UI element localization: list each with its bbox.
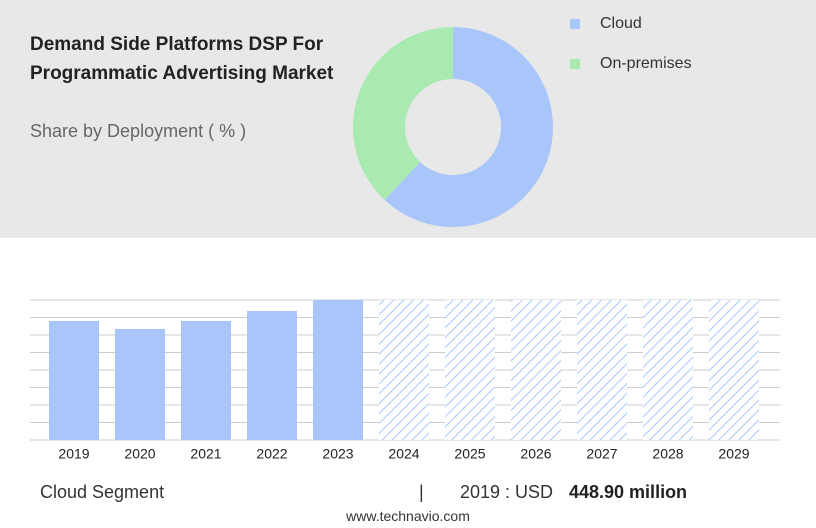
x-tick-label: 2028 — [652, 446, 683, 462]
x-tick-label: 2019 — [58, 446, 89, 462]
x-tick-label: 2022 — [256, 446, 287, 462]
x-tick-label: 2024 — [388, 446, 419, 462]
x-tick-label: 2029 — [718, 446, 749, 462]
bar — [313, 300, 363, 440]
forecast-bar — [643, 300, 693, 440]
x-tick-label: 2021 — [190, 446, 221, 462]
bar — [49, 320, 99, 440]
bar — [181, 320, 231, 440]
donut-slice — [353, 27, 453, 200]
bar — [115, 329, 165, 440]
x-tick-label: 2026 — [520, 446, 551, 462]
chart-title: Demand Side Platforms DSP For Programmat… — [30, 34, 334, 84]
forecast-bar — [709, 300, 759, 440]
value-label: 448.90 million — [569, 482, 688, 502]
forecast-bar — [379, 300, 429, 440]
x-tick-label: 2020 — [124, 446, 155, 462]
forecast-bar — [577, 300, 627, 440]
legend-swatch — [570, 59, 580, 69]
forecast-bar — [445, 300, 495, 440]
legend-swatch — [570, 19, 580, 29]
x-tick-label: 2025 — [454, 446, 485, 462]
donut-slice — [384, 27, 553, 228]
chart-subtitle: Share by Deployment ( % ) — [30, 121, 247, 141]
x-tick-label: 2023 — [322, 446, 353, 462]
legend-label: On-premises — [600, 55, 692, 72]
legend-label: Cloud — [600, 15, 642, 32]
forecast-bar — [511, 300, 561, 440]
separator: | — [419, 482, 424, 502]
x-tick-label: 2027 — [586, 446, 617, 462]
source: www.technavio.com — [346, 508, 470, 524]
segment-label: Cloud Segment — [40, 482, 165, 502]
year-label: 2019 : USD — [460, 482, 554, 502]
bar — [247, 311, 297, 440]
